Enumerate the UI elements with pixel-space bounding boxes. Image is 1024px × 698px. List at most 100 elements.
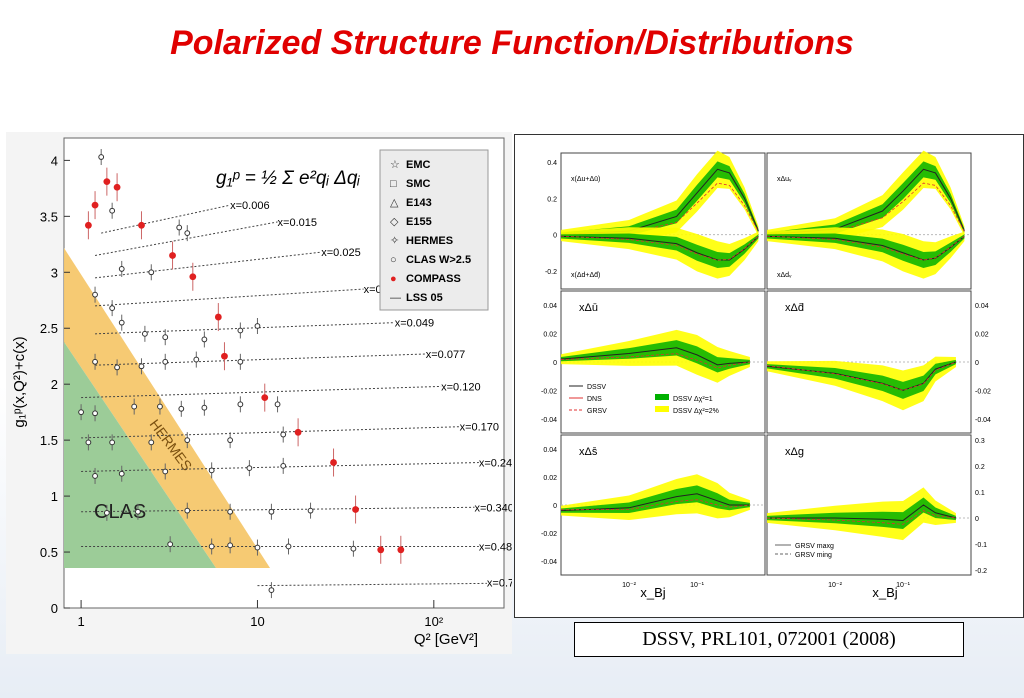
g1-data-point [162,468,169,475]
g1-data-point [178,405,185,412]
g1-legend-symbol: ◇ [390,216,399,228]
dssv-y-tick-label: 0.2 [547,196,557,203]
dssv-y-tick-label: -0.1 [975,542,987,549]
dssv-legend-entry: DSSV Δχ²=1 [673,396,713,403]
dssv-y-tick-label: 0.02 [543,332,557,339]
compass-point [397,546,405,554]
dssv-panel-label: xΔs̄ [579,446,598,458]
dssv-panel-label: xΔd̄ [785,302,804,314]
g1-data-point [208,467,215,474]
g1-data-point [148,269,155,276]
dssv-panel-label: xΔg [785,446,804,458]
g1-data-point [254,323,261,329]
dssv-y-tick-label: 0.04 [543,447,557,454]
g1-x-bin-label: x=0.120 [441,381,480,393]
g1-data-point [237,327,244,334]
dssv-y-tick-label: 0.3 [975,438,985,445]
hermes-band [64,248,270,568]
g1-legend-entry: HERMES [406,235,453,247]
dssv-legend-entry: GRSV ming [795,552,832,559]
dssv-legend-entry: DNS [587,396,602,403]
g1-x-bin-label: x=0.015 [278,217,317,229]
compass-point [261,394,269,402]
grsv-curve [560,353,750,369]
g1-data-point [109,207,116,214]
g1-y-tick-label: 3 [51,265,58,280]
g1-fit-curve [81,506,475,513]
g1-data-point [109,439,116,446]
g1-legend-symbol: ● [390,273,397,285]
compass-point [330,459,337,466]
g1-data-point [92,291,98,298]
compass-point [84,221,92,229]
g1-x-bin-label: x=0.025 [321,247,360,259]
g1-x-label: Q² [GeV²] [414,631,478,648]
compass-point [169,252,176,259]
g1-data-point [92,410,98,417]
dssv-panel-label: xΔuᵥ [777,176,792,183]
g1-legend-symbol: □ [390,178,397,190]
g1-data-point [193,356,200,363]
dssv-legend-entry: GRSV maxg [795,543,834,550]
g1-fit-curve [95,288,364,307]
dssv-x-tick-label: 10⁻¹ [896,582,910,589]
dssv-y-tick-label: -0.2 [545,269,557,276]
dssv-xlabel-right: x_Bj [872,585,897,600]
g1-data-point [162,334,169,341]
dssv-band-1sigma [767,233,965,268]
dssv-x-tick-label: 10⁻¹ [690,582,704,589]
g1-data-point [237,358,244,365]
g1-data-point [167,541,174,548]
title-bar [0,12,1000,76]
dssv-band-1sigma [767,161,965,237]
g1-fit-curve [81,385,442,399]
g1-legend-entry: EMC [406,159,431,171]
g1-data-point [246,465,253,472]
dssv-central-curve [766,168,965,236]
page-title: Polarized Structure Function/Distributio… [170,24,854,62]
g1-legend-entry: E155 [406,216,432,228]
compass-point [221,352,228,360]
g1-legend-symbol: ○ [390,254,397,266]
compass-point [377,546,385,554]
g1-chart: HERMES CLAS x=0.006x=0.015x=0.025x=0.035… [11,137,526,648]
dssv-y-tick-label: 0.4 [547,160,557,167]
g1-data-point [138,363,145,370]
g1-x-tick-label: 1 [77,614,84,629]
grsv-curve [560,235,759,261]
g1-data-point [78,409,84,416]
dssv-subplot: 0.04 0.02 0 -0.02 -0.04 xΔd̄ [766,290,991,434]
g1-data-point [201,336,208,343]
g1-legend-entry: COMPASS [406,273,461,285]
g1-data-point [141,330,148,337]
dssv-panel-label: x(Δd+Δd̄) [571,272,600,279]
dssv-central-curve [560,493,750,512]
dssv-legend-swatch [655,406,669,412]
g1-fit-curve [95,353,426,366]
g1-data-point [148,439,155,446]
dssv-central-curve [767,504,957,522]
g1-data-point [254,544,261,551]
dssv-y-tick-label: 0.02 [543,475,557,482]
compass-point [138,221,145,229]
dssv-band-1sigma [767,497,956,529]
g1-data-point [227,508,234,515]
dssv-subplot: 0.04 0.02 0 -0.02 -0.04 10⁻² 10⁻¹ xΔs̄ [541,434,766,589]
g1-legend-entry: LSS 05 [406,292,443,304]
g1-legend-entry: CLAS W>2.5 [406,254,471,266]
dssv-subplot: 0.4 0.2 0 -0.2 x(Δu+Δū) x(Δd+Δd̄) [545,150,766,290]
g1-fit-curve [101,204,231,234]
dssv-legend-main: DSSV DNS GRSV DSSV Δχ²=1 DSSV Δχ²=2% [569,384,719,415]
compass-point [113,183,121,191]
dssv-legend-entry: DSSV [587,384,606,391]
g1-data-point [285,543,292,550]
g1-data-point [227,437,234,444]
g1-y-tick-label: 2.5 [40,321,58,336]
g1-data-point [208,543,215,550]
g1-y-tick-label: 0 [51,601,58,616]
g1-y-tick-label: 2 [51,377,58,392]
g1-y-tick-label: 1 [51,489,58,504]
g1-data-point [274,401,281,408]
dssv-central-curve [766,361,957,391]
compass-point [294,428,302,436]
